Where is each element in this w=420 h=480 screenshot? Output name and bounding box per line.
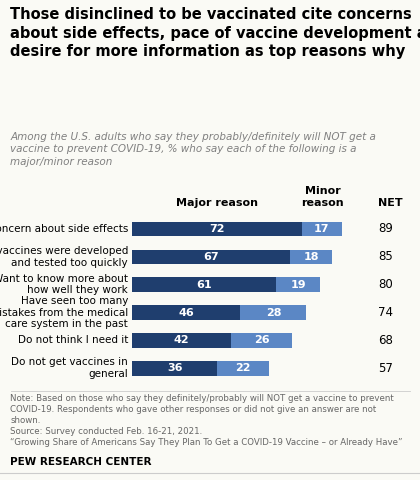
Text: 74: 74 — [378, 306, 393, 319]
Bar — [132, 361, 217, 375]
Bar — [217, 361, 269, 375]
Text: 89: 89 — [378, 222, 393, 235]
Bar — [132, 250, 290, 264]
Bar — [132, 333, 231, 348]
Text: 85: 85 — [378, 250, 393, 264]
Bar — [241, 305, 306, 320]
Text: PEW RESEARCH CENTER: PEW RESEARCH CENTER — [10, 456, 152, 467]
Text: 18: 18 — [303, 252, 319, 262]
Text: 22: 22 — [235, 363, 251, 373]
Text: Note: Based on those who say they definitely/probably will NOT get a vaccine to : Note: Based on those who say they defini… — [10, 394, 403, 447]
Bar — [302, 222, 341, 236]
Text: Those disinclined to be vaccinated cite concerns
about side effects, pace of vac: Those disinclined to be vaccinated cite … — [10, 7, 420, 60]
Text: 17: 17 — [314, 224, 329, 234]
Text: 68: 68 — [378, 334, 393, 347]
Text: Do not think I need it: Do not think I need it — [18, 336, 128, 346]
Text: The vaccines were developed
and tested too quickly: The vaccines were developed and tested t… — [0, 246, 128, 268]
Text: 61: 61 — [196, 280, 212, 289]
Bar — [231, 333, 292, 348]
Text: 42: 42 — [174, 336, 189, 346]
Text: Major reason: Major reason — [176, 198, 258, 208]
Text: Among the U.S. adults who say they probably/definitely will NOT get a
vaccine to: Among the U.S. adults who say they proba… — [10, 132, 376, 167]
Bar — [132, 305, 241, 320]
Text: NET: NET — [378, 198, 403, 208]
Text: Want to know more about
how well they work: Want to know more about how well they wo… — [0, 274, 128, 296]
Bar — [290, 250, 332, 264]
Bar — [132, 277, 276, 292]
Text: 46: 46 — [178, 308, 194, 318]
Text: 80: 80 — [378, 278, 393, 291]
Text: Minor
reason: Minor reason — [302, 186, 344, 208]
Text: Concern about side effects: Concern about side effects — [0, 224, 128, 234]
Text: 36: 36 — [167, 363, 182, 373]
Text: 28: 28 — [266, 308, 281, 318]
Bar — [132, 222, 302, 236]
Text: Have seen too many
mistakes from the medical
care system in the past: Have seen too many mistakes from the med… — [0, 296, 128, 329]
Text: 26: 26 — [254, 336, 270, 346]
Text: 72: 72 — [209, 224, 225, 234]
Text: 67: 67 — [203, 252, 219, 262]
Text: 19: 19 — [290, 280, 306, 289]
Text: 57: 57 — [378, 362, 393, 375]
Bar — [276, 277, 320, 292]
Text: Do not get vaccines in
general: Do not get vaccines in general — [11, 358, 128, 379]
